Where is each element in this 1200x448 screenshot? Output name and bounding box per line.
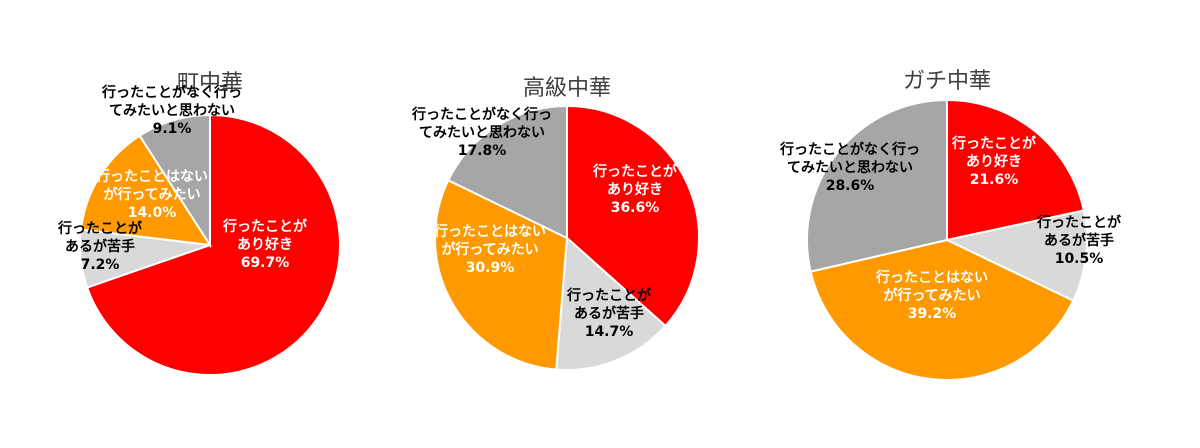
data-label-line: 36.6% bbox=[611, 200, 660, 216]
data-label: 行ったことはないが行ってみたい 14.0% bbox=[95, 168, 208, 221]
data-label-line: 10.5% bbox=[1055, 251, 1104, 267]
data-label: 行ったことはないが行ってみたい 30.9% bbox=[433, 223, 546, 276]
data-label: 行ったことがあるが苦手 7.2% bbox=[57, 220, 143, 273]
pie-slice bbox=[79, 134, 212, 247]
pie-slice bbox=[446, 104, 568, 240]
data-label-line: てみたいと思わない bbox=[419, 125, 545, 141]
pie-slice bbox=[806, 98, 948, 273]
data-label-line: 行ったことがなく行っ bbox=[101, 84, 242, 101]
pie-slice bbox=[946, 98, 1086, 242]
data-label: 行ったことがあり好き 69.7% bbox=[222, 218, 308, 271]
pie-slice bbox=[566, 104, 700, 328]
data-label-line: あるが苦手 bbox=[65, 238, 135, 255]
data-label-line: 9.1% bbox=[153, 121, 192, 137]
data-label-line: 39.2% bbox=[908, 306, 957, 322]
data-label-line: 28.6% bbox=[826, 178, 875, 194]
data-label-line: あるが苦手 bbox=[574, 305, 644, 322]
data-label-line: あるが苦手 bbox=[1044, 232, 1114, 249]
data-label: 行ったことがあり好き 36.6% bbox=[592, 163, 678, 216]
data-label: 行ったことがなく行ってみたいと思わない 9.1% bbox=[101, 84, 242, 137]
chart-title: 町中華 bbox=[177, 71, 243, 96]
data-label-line: 行ったことが bbox=[222, 218, 308, 235]
data-label: 行ったことがあるが苦手 10.5% bbox=[1036, 214, 1122, 267]
data-label-line: 行ったことはない bbox=[875, 269, 988, 286]
data-label-line: 69.7% bbox=[241, 255, 290, 271]
data-label-line: あり好き bbox=[237, 236, 293, 253]
data-label: 行ったことがあり好き 21.6% bbox=[951, 135, 1037, 188]
data-label-line: 行ったことはない bbox=[95, 168, 208, 185]
data-label-line: 14.0% bbox=[128, 205, 177, 221]
data-label-line: 行ったことがなく行っ bbox=[411, 106, 552, 123]
data-label: 行ったことがあるが苦手 14.7% bbox=[566, 287, 652, 340]
pie-slice bbox=[809, 238, 1075, 381]
data-label-line: 30.9% bbox=[466, 260, 515, 276]
pie-slice bbox=[434, 178, 569, 371]
data-label-line: あり好き bbox=[966, 153, 1022, 170]
data-label: 行ったことがなく行ってみたいと思わない 28.6% bbox=[779, 141, 920, 194]
pie-slice bbox=[943, 209, 1088, 302]
data-label-line: 行ったことが bbox=[57, 220, 143, 237]
data-label-line: が行ってみたい bbox=[103, 186, 200, 203]
data-label-line: 行ったことが bbox=[951, 135, 1037, 152]
data-label-line: が行ってみたい bbox=[441, 241, 538, 258]
data-label: 行ったことはないが行ってみたい 39.2% bbox=[875, 269, 988, 322]
data-label-line: 14.7% bbox=[585, 324, 634, 340]
chart-title: 高級中華 bbox=[523, 76, 611, 101]
data-label-line: 行ったことはない bbox=[433, 223, 546, 240]
data-label-line: 行ったことがなく行っ bbox=[779, 141, 920, 158]
data-label-line: てみたいと思わない bbox=[787, 160, 913, 176]
data-label-line: 行ったことが bbox=[566, 287, 652, 304]
data-label-line: てみたいと思わない bbox=[109, 103, 235, 119]
pie-slice bbox=[85, 113, 341, 376]
pie-slice bbox=[555, 235, 667, 371]
data-label-line: が行ってみたい bbox=[883, 287, 980, 304]
chart-title: ガチ中華 bbox=[903, 69, 991, 94]
data-label-line: 21.6% bbox=[970, 172, 1019, 188]
data-label-line: 7.2% bbox=[81, 257, 120, 273]
data-label-line: 行ったことが bbox=[592, 163, 678, 180]
data-label-line: 17.8% bbox=[458, 143, 507, 159]
data-label-line: 行ったことが bbox=[1036, 214, 1122, 231]
data-label-line: あり好き bbox=[607, 181, 663, 198]
pie-slice bbox=[138, 113, 211, 249]
data-label: 行ったことがなく行ってみたいと思わない 17.8% bbox=[411, 106, 552, 159]
